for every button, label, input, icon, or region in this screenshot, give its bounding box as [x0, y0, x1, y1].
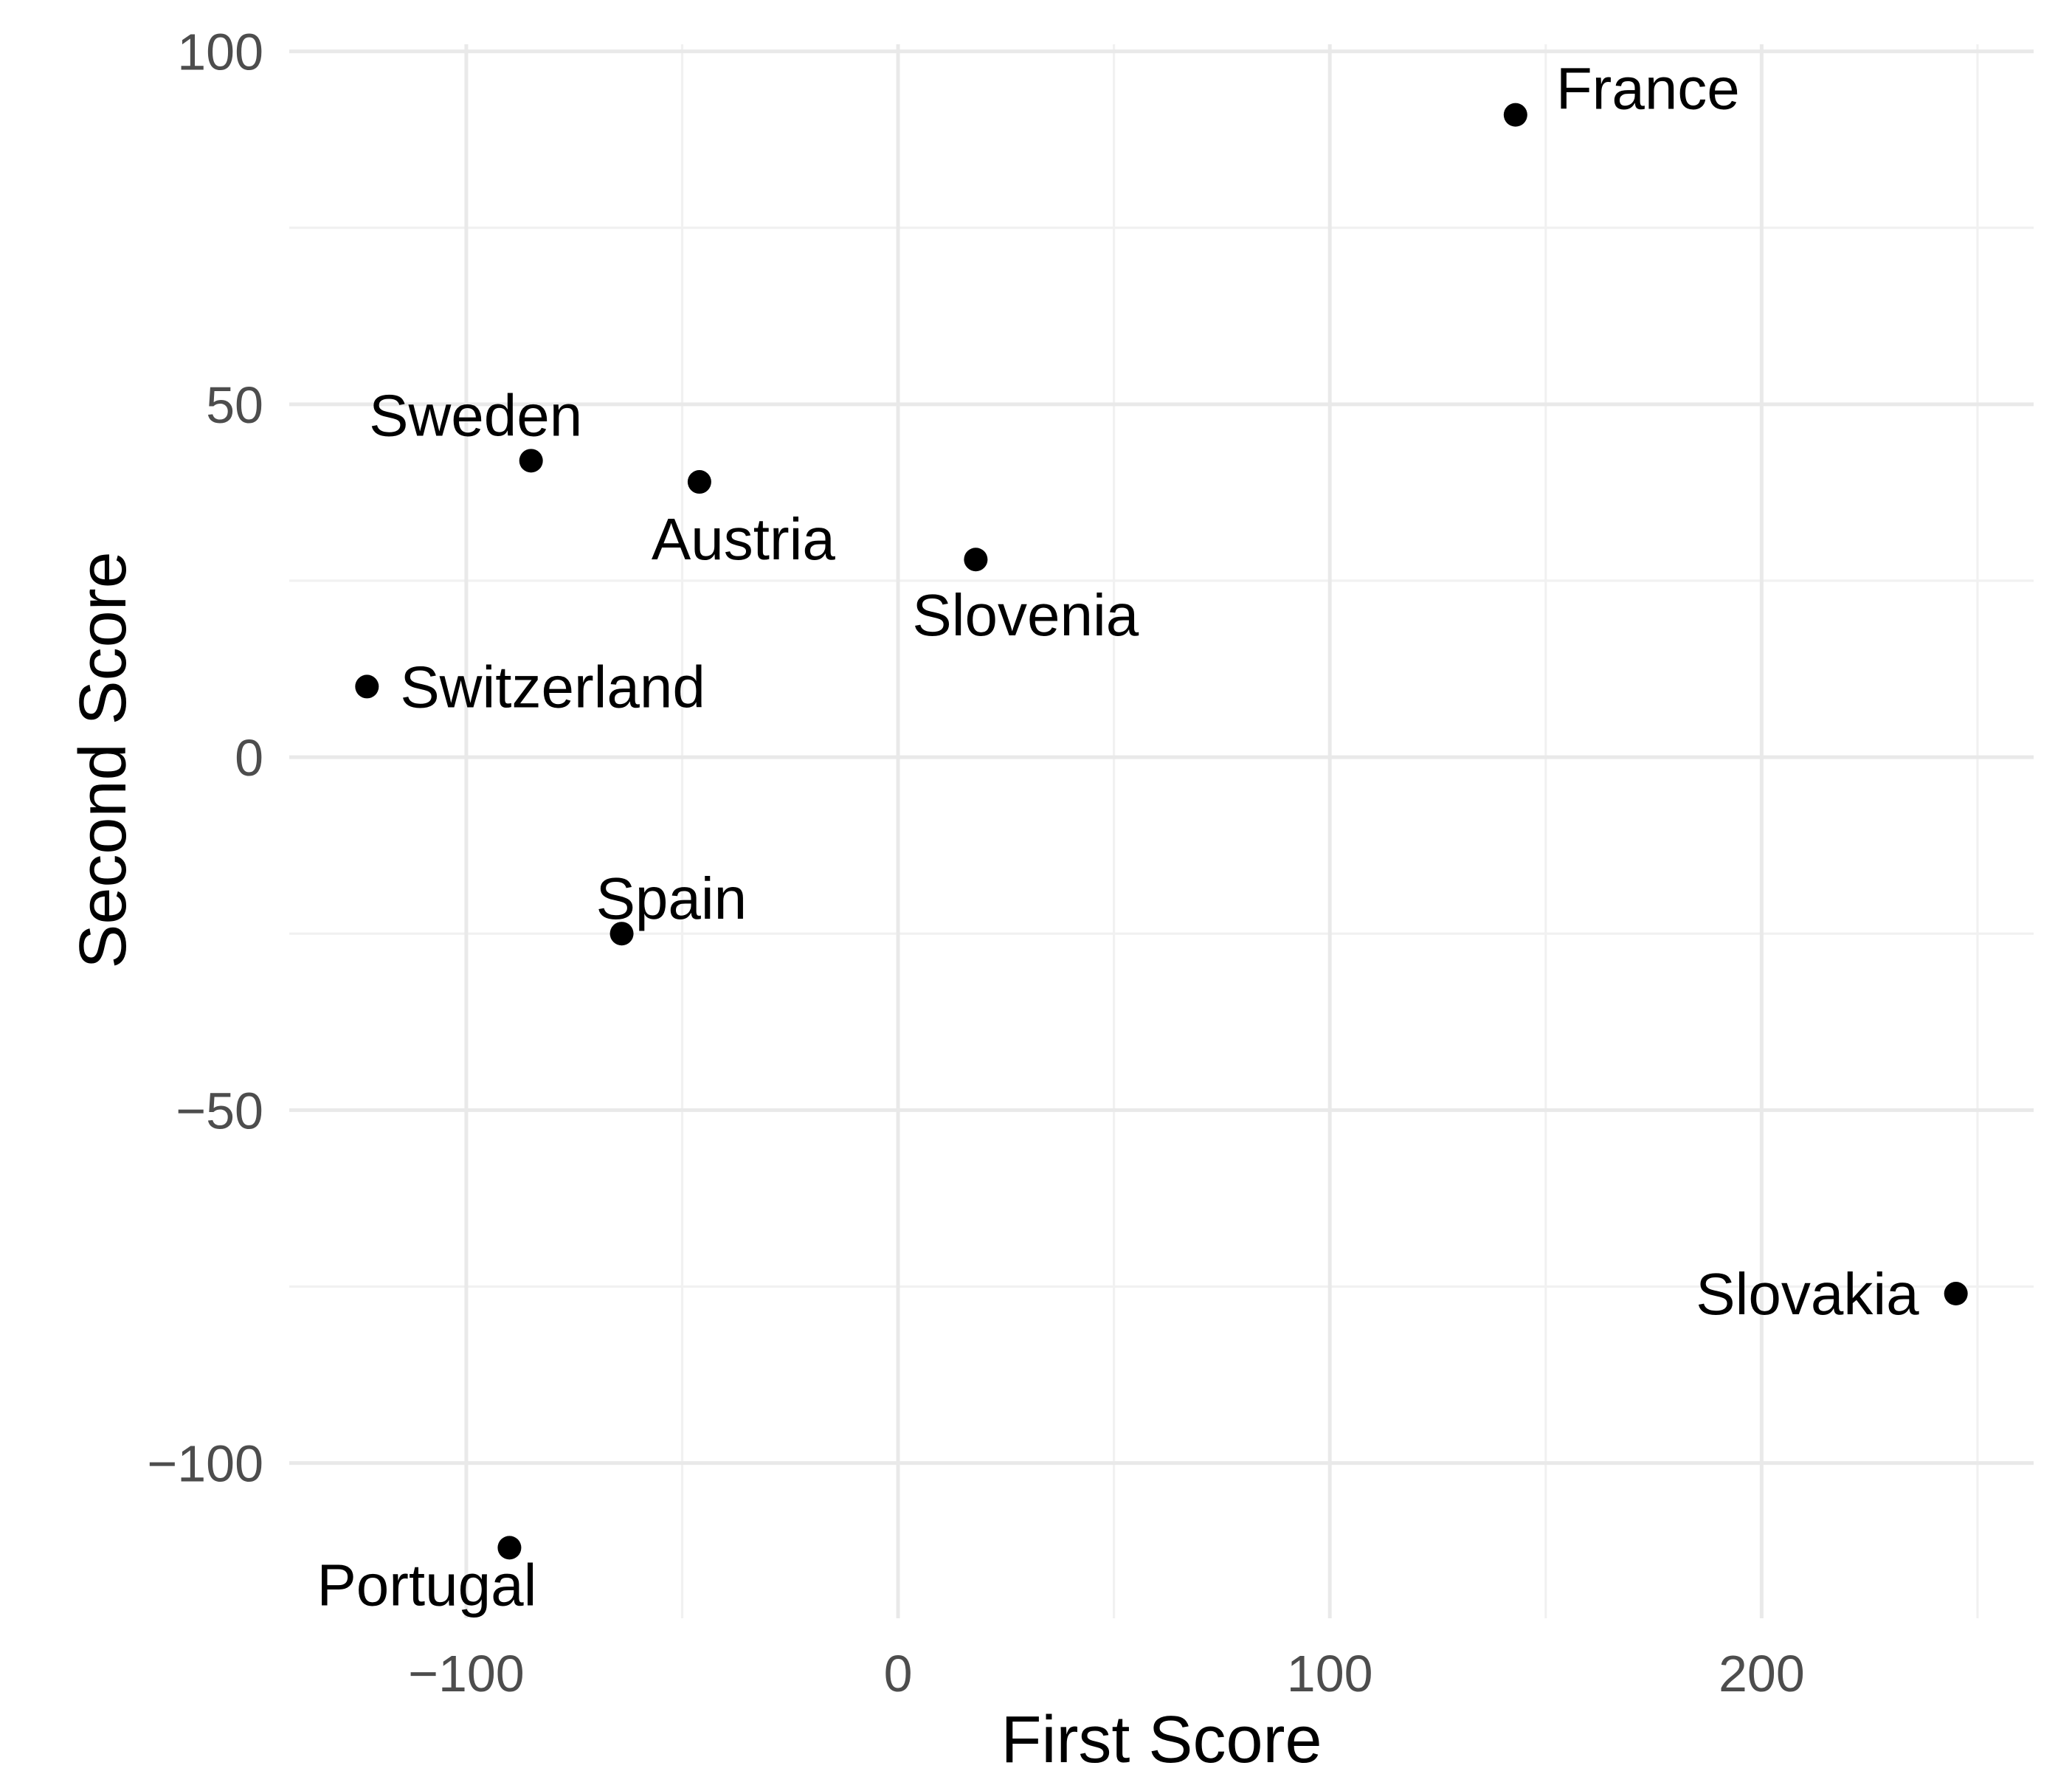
point-label-france: France — [1556, 56, 1740, 122]
data-point-france — [1503, 103, 1527, 127]
data-point-portugal — [497, 1536, 522, 1560]
data-point-switzerland — [355, 674, 379, 699]
x-tick-label-100: 100 — [1287, 1645, 1373, 1702]
y-tick-label-0: 0 — [235, 729, 263, 787]
point-label-sweden: Sweden — [369, 382, 582, 448]
major-gridlines — [289, 44, 2034, 1618]
point-labels: France Sweden Austria Slovenia Switzerland Sp… — [317, 56, 1919, 1618]
minor-gridlines — [289, 44, 2034, 1618]
data-point-spain — [609, 922, 634, 946]
point-label-spain: Spain — [596, 866, 747, 931]
y-axis-title: Second Score — [66, 551, 140, 968]
y-axis-tick-labels: 100 50 0 −50 −100 — [147, 24, 263, 1493]
data-point-austria — [687, 470, 711, 494]
y-tick-label-100: 100 — [177, 24, 263, 81]
data-point-slovakia — [1944, 1282, 1968, 1306]
y-tick-label--50: −50 — [176, 1082, 263, 1139]
point-label-austria: Austria — [652, 506, 835, 572]
x-axis-tick-labels: −100 0 100 200 — [408, 1645, 1805, 1702]
point-label-portugal: Portugal — [317, 1552, 536, 1618]
data-points — [355, 103, 1968, 1560]
y-tick-label-50: 50 — [206, 376, 263, 434]
x-tick-label-0: 0 — [884, 1645, 913, 1702]
x-tick-label-200: 200 — [1719, 1645, 1805, 1702]
x-axis-title: First Score — [1001, 1703, 1322, 1777]
data-point-sweden — [519, 449, 543, 473]
point-label-switzerland: Switzerland — [400, 654, 705, 719]
y-tick-label--100: −100 — [147, 1435, 263, 1493]
point-label-slovenia: Slovenia — [912, 582, 1139, 648]
x-tick-label--100: −100 — [408, 1645, 525, 1702]
point-label-slovakia: Slovakia — [1696, 1261, 1919, 1327]
data-point-slovenia — [964, 548, 988, 572]
